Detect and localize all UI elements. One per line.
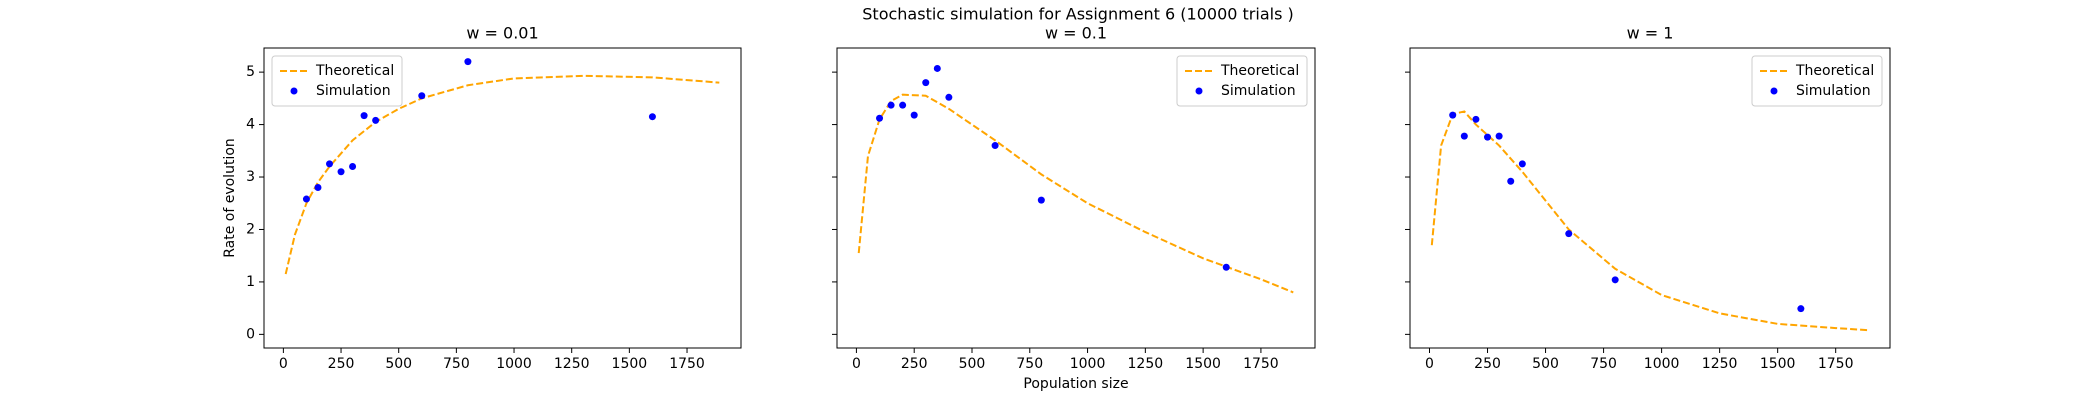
legend: Theoretical Simulation bbox=[1176, 55, 1308, 107]
simulation-point bbox=[418, 92, 426, 100]
simulation-point bbox=[933, 64, 941, 72]
simulation-point bbox=[876, 114, 884, 122]
simulation-point bbox=[326, 160, 334, 168]
x-tick-label: 250 bbox=[1474, 356, 1501, 372]
legend-swatch bbox=[1195, 87, 1203, 95]
simulation-point bbox=[372, 116, 380, 124]
x-tick-label: 250 bbox=[901, 356, 928, 372]
axes-frame bbox=[836, 47, 1316, 349]
axes-frame bbox=[263, 47, 742, 349]
x-tick-label: 1250 bbox=[1128, 356, 1164, 372]
legend-label: Simulation bbox=[316, 83, 391, 99]
simulation-point bbox=[337, 168, 345, 176]
simulation-point bbox=[991, 142, 999, 150]
simulation-point bbox=[910, 111, 918, 119]
x-tick-label: 1000 bbox=[1070, 356, 1106, 372]
x-tick-label: 1000 bbox=[1644, 356, 1680, 372]
figure-title: Stochastic simulation for Assignment 6 (… bbox=[862, 5, 1293, 24]
legend-label: Theoretical bbox=[1795, 63, 1874, 79]
simulation-point bbox=[349, 163, 357, 171]
legend-label: Simulation bbox=[1796, 83, 1871, 99]
simulation-point bbox=[314, 184, 322, 192]
legend: Theoretical Simulation bbox=[271, 55, 403, 107]
simulation-point bbox=[360, 112, 368, 120]
simulation-point bbox=[1472, 115, 1480, 123]
x-tick-label: 1750 bbox=[1818, 356, 1854, 372]
legend-label: Theoretical bbox=[1220, 63, 1299, 79]
simulation-point bbox=[1565, 230, 1573, 238]
y-tick-label: 5 bbox=[246, 64, 255, 80]
x-tick-label: 0 bbox=[1425, 356, 1434, 372]
y-tick-label: 2 bbox=[246, 221, 255, 237]
legend-box bbox=[271, 55, 403, 107]
x-tick-label: 1750 bbox=[1243, 356, 1279, 372]
x-tick-label: 0 bbox=[279, 356, 288, 372]
simulation-point bbox=[1449, 111, 1457, 119]
x-tick-label: 750 bbox=[443, 356, 470, 372]
legend: Theoretical Simulation bbox=[1751, 55, 1883, 107]
y-axis-label: Rate of evolution bbox=[222, 138, 238, 258]
x-tick-label: 750 bbox=[1016, 356, 1043, 372]
x-tick-label: 500 bbox=[1532, 356, 1559, 372]
legend-swatch bbox=[1770, 87, 1778, 95]
x-tick-label: 500 bbox=[959, 356, 986, 372]
x-tick-label: 1250 bbox=[554, 356, 590, 372]
legend-box bbox=[1176, 55, 1308, 107]
x-tick-label: 1500 bbox=[612, 356, 648, 372]
x-tick-label: 1250 bbox=[1702, 356, 1738, 372]
simulation-point bbox=[887, 101, 895, 109]
simulation-point bbox=[1507, 177, 1515, 185]
simulation-point bbox=[648, 113, 656, 121]
theoretical-line bbox=[1430, 110, 1869, 332]
x-tick-label: 500 bbox=[385, 356, 412, 372]
simulation-point bbox=[1797, 305, 1805, 313]
simulation-point bbox=[1495, 132, 1503, 140]
legend-label: Simulation bbox=[1221, 83, 1296, 99]
x-axis-label: Population size bbox=[1023, 376, 1128, 392]
simulation-point bbox=[302, 195, 310, 203]
y-tick-label: 1 bbox=[246, 274, 255, 290]
x-tick-label: 1000 bbox=[496, 356, 532, 372]
simulation-point bbox=[899, 101, 907, 109]
simulation-point bbox=[1037, 196, 1045, 204]
simulation-point bbox=[922, 79, 930, 87]
y-tick-label: 0 bbox=[246, 326, 255, 342]
simulation-point bbox=[1460, 132, 1468, 140]
simulation-point bbox=[1222, 263, 1230, 271]
y-tick-label: 3 bbox=[246, 169, 255, 185]
x-tick-label: 250 bbox=[328, 356, 355, 372]
simulation-point bbox=[464, 58, 472, 66]
simulation-point bbox=[945, 93, 953, 101]
legend-box bbox=[1751, 55, 1883, 107]
simulation-point bbox=[1518, 160, 1526, 168]
x-tick-label: 1500 bbox=[1760, 356, 1796, 372]
x-tick-label: 750 bbox=[1590, 356, 1617, 372]
simulation-point bbox=[1611, 276, 1619, 284]
legend-label: Theoretical bbox=[315, 63, 394, 79]
x-tick-label: 1500 bbox=[1185, 356, 1221, 372]
y-tick-label: 4 bbox=[246, 117, 255, 133]
legend-swatch bbox=[290, 87, 298, 95]
subplot-title: w = 1 bbox=[1627, 24, 1674, 43]
x-tick-label: 1750 bbox=[669, 356, 705, 372]
subplot-title: w = 0.1 bbox=[1045, 24, 1107, 43]
theoretical-line bbox=[284, 74, 720, 275]
axes-frame bbox=[1409, 47, 1891, 349]
x-tick-label: 0 bbox=[852, 356, 861, 372]
simulation-point bbox=[1484, 133, 1492, 141]
theoretical-line bbox=[857, 93, 1294, 294]
subplot-title: w = 0.01 bbox=[466, 24, 538, 43]
